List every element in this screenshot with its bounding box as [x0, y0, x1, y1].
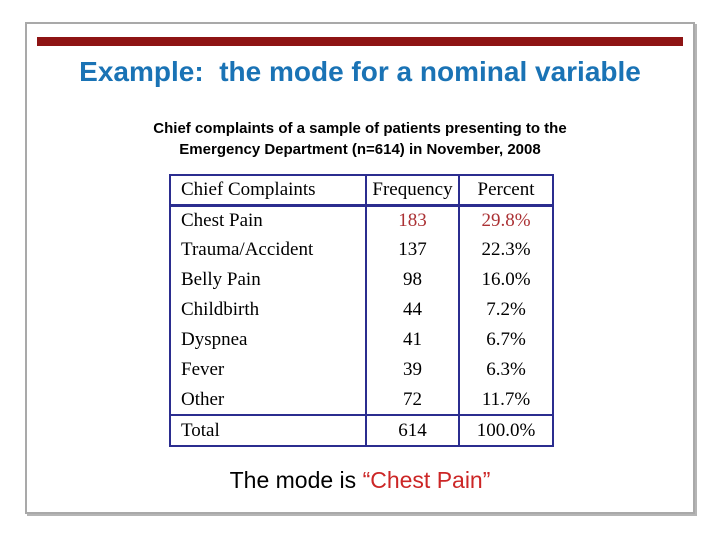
- frequency-table: Chief Complaints Frequency Percent Chest…: [169, 174, 554, 447]
- column-header-chief-complaints: Chief Complaints: [169, 175, 367, 207]
- cell-frequency: 614: [365, 414, 460, 446]
- table-row: Chest Pain 183 29.8%: [169, 205, 554, 235]
- slide-subtitle: Chief complaints of a sample of patients…: [27, 118, 693, 160]
- cell-frequency: 39: [365, 355, 460, 385]
- table-row: Other 72 11.7%: [169, 385, 554, 415]
- cell-frequency: 183: [365, 205, 460, 235]
- table-row: Trauma/Accident 137 22.3%: [169, 235, 554, 265]
- cell-label: Chest Pain: [169, 205, 367, 235]
- table-row: Childbirth 44 7.2%: [169, 295, 554, 325]
- table-row: Belly Pain 98 16.0%: [169, 265, 554, 295]
- cell-label: Total: [169, 414, 367, 446]
- title-accent-bar: [37, 37, 683, 46]
- cell-percent: 100.0%: [458, 414, 554, 446]
- cell-label: Fever: [169, 355, 367, 385]
- cell-percent: 22.3%: [458, 235, 554, 265]
- mode-caption: The mode is “Chest Pain”: [27, 467, 693, 494]
- cell-frequency: 41: [365, 325, 460, 355]
- cell-percent: 16.0%: [458, 265, 554, 295]
- cell-label: Dyspnea: [169, 325, 367, 355]
- cell-percent: 11.7%: [458, 385, 554, 415]
- cell-frequency: 72: [365, 385, 460, 415]
- column-header-percent: Percent: [458, 175, 554, 207]
- cell-percent: 6.3%: [458, 355, 554, 385]
- slide-title: Example: the mode for a nominal variable: [79, 56, 641, 87]
- cell-label: Childbirth: [169, 295, 367, 325]
- subtitle-line-1: Chief complaints of a sample of patients…: [153, 120, 567, 137]
- cell-label: Belly Pain: [169, 265, 367, 295]
- caption-prefix: The mode is: [229, 467, 363, 493]
- table-total-row: Total 614 100.0%: [169, 414, 554, 446]
- slide: Example: the mode for a nominal variable…: [25, 22, 695, 514]
- cell-label: Trauma/Accident: [169, 235, 367, 265]
- cell-percent: 6.7%: [458, 325, 554, 355]
- table-header-row: Chief Complaints Frequency Percent: [169, 175, 554, 207]
- table-row: Fever 39 6.3%: [169, 355, 554, 385]
- cell-frequency: 44: [365, 295, 460, 325]
- cell-percent: 7.2%: [458, 295, 554, 325]
- cell-label: Other: [169, 385, 367, 415]
- column-header-frequency: Frequency: [365, 175, 460, 207]
- table-row: Dyspnea 41 6.7%: [169, 325, 554, 355]
- cell-frequency: 98: [365, 265, 460, 295]
- cell-percent: 29.8%: [458, 205, 554, 235]
- cell-frequency: 137: [365, 235, 460, 265]
- caption-highlight: “Chest Pain”: [362, 467, 491, 493]
- subtitle-line-2: Emergency Department (n=614) in November…: [179, 141, 541, 158]
